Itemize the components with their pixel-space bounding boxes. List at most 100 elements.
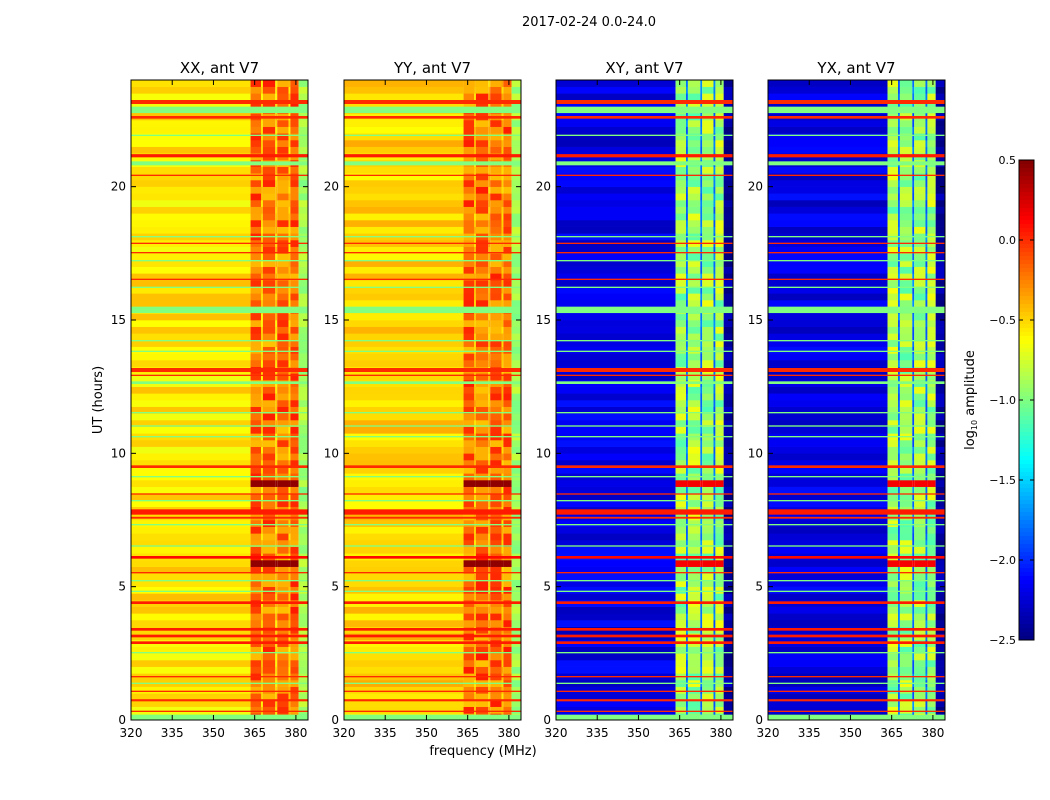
heatmap-cell bbox=[713, 260, 716, 267]
heatmap-cell bbox=[262, 460, 276, 467]
heatmap-cell bbox=[275, 146, 278, 154]
heatmap-cell bbox=[912, 340, 915, 347]
heatmap-cell bbox=[277, 693, 289, 701]
flagged-row bbox=[344, 425, 521, 427]
heatmap-cell bbox=[887, 340, 899, 347]
heatmap-cell bbox=[288, 280, 291, 287]
heatmap-cell bbox=[912, 586, 915, 594]
heatmap-cell bbox=[927, 120, 936, 127]
heatmap-cell bbox=[250, 93, 262, 101]
heatmap-cell bbox=[475, 333, 489, 341]
heatmap-cell bbox=[898, 586, 900, 594]
heatmap-cell bbox=[700, 93, 703, 101]
heatmap-cell bbox=[768, 120, 888, 127]
heatmap-cell bbox=[687, 500, 701, 507]
heatmap-cell bbox=[686, 400, 688, 407]
heatmap-cell bbox=[899, 500, 913, 507]
heatmap-cell bbox=[463, 186, 475, 194]
heatmap-cell bbox=[898, 526, 900, 534]
heatmap-cell bbox=[262, 646, 276, 654]
heatmap-cell bbox=[250, 440, 262, 447]
y-tick-label: 10 bbox=[324, 446, 339, 460]
heatmap-cell bbox=[702, 320, 714, 327]
heatmap-cell bbox=[700, 580, 703, 587]
heatmap-cell bbox=[927, 373, 936, 381]
heatmap-cell bbox=[887, 660, 899, 667]
heatmap-cell bbox=[898, 560, 900, 567]
heatmap-cell bbox=[898, 546, 900, 554]
heatmap-cell bbox=[475, 646, 489, 654]
heatmap-cell bbox=[556, 533, 676, 541]
heatmap-cell bbox=[914, 260, 926, 267]
heatmap-cell bbox=[899, 560, 913, 567]
heatmap-cell bbox=[250, 220, 262, 227]
heatmap-cell bbox=[898, 646, 900, 654]
heatmap-cell bbox=[899, 526, 913, 534]
flagged-row bbox=[131, 116, 308, 119]
heatmap-cell bbox=[288, 526, 291, 534]
colorbar-swatch bbox=[1019, 256, 1034, 261]
heatmap-cell bbox=[275, 140, 278, 147]
heatmap-cell bbox=[675, 420, 687, 427]
heatmap-cell bbox=[556, 193, 676, 201]
heatmap-cell bbox=[914, 413, 926, 421]
heatmap-cell bbox=[914, 360, 926, 367]
heatmap-cell bbox=[277, 533, 289, 541]
colorbar-swatch bbox=[1019, 580, 1034, 585]
heatmap-cell bbox=[715, 133, 724, 141]
heatmap-cell bbox=[887, 313, 899, 321]
heatmap-cell bbox=[700, 500, 703, 507]
heatmap-cell bbox=[131, 420, 251, 427]
colorbar-swatch bbox=[1019, 216, 1034, 221]
heatmap-cell bbox=[488, 320, 491, 327]
heatmap-cell bbox=[927, 133, 936, 141]
colorbar-swatch bbox=[1019, 584, 1034, 589]
flagged-row bbox=[768, 374, 945, 376]
heatmap-cell bbox=[490, 340, 502, 347]
heatmap-cell bbox=[488, 620, 491, 627]
heatmap-cell bbox=[298, 340, 308, 347]
heatmap-cell bbox=[261, 346, 263, 354]
heatmap-cell bbox=[887, 326, 899, 334]
heatmap-cell bbox=[700, 166, 703, 174]
heatmap-cell bbox=[887, 300, 899, 307]
flagged-row bbox=[344, 493, 521, 495]
heatmap-cell bbox=[474, 453, 476, 461]
heatmap-cell bbox=[675, 280, 687, 287]
heatmap-cell bbox=[914, 446, 926, 454]
heatmap-cell bbox=[503, 386, 512, 394]
heatmap-cell bbox=[925, 486, 928, 494]
heatmap-cell bbox=[503, 573, 512, 581]
heatmap-cell bbox=[700, 226, 703, 234]
heatmap-cell bbox=[715, 246, 724, 254]
flagged-row bbox=[768, 340, 945, 342]
heatmap-cell bbox=[899, 140, 913, 147]
heatmap-cell bbox=[277, 420, 289, 427]
heatmap-cell bbox=[288, 453, 291, 461]
heatmap-cell bbox=[275, 706, 278, 714]
heatmap-cell bbox=[687, 320, 701, 327]
heatmap-cell bbox=[290, 400, 299, 407]
heatmap-cell bbox=[277, 246, 289, 254]
heatmap-cell bbox=[914, 333, 926, 341]
heatmap-cell bbox=[912, 466, 915, 474]
colorbar-swatch bbox=[1019, 344, 1034, 349]
heatmap-cell bbox=[715, 93, 724, 101]
heatmap-cell bbox=[488, 646, 491, 654]
heatmap-cell bbox=[275, 520, 278, 527]
heatmap-cell bbox=[475, 466, 489, 474]
colorbar-swatch bbox=[1019, 260, 1034, 265]
heatmap-cell bbox=[490, 253, 502, 261]
heatmap-cell bbox=[702, 533, 714, 541]
heatmap-cell bbox=[474, 466, 476, 474]
heatmap-cell bbox=[131, 413, 251, 421]
heatmap-cell bbox=[275, 440, 278, 447]
heatmap-cell bbox=[702, 266, 714, 274]
flagged-row bbox=[131, 572, 308, 574]
heatmap-cell bbox=[700, 540, 703, 547]
heatmap-cell bbox=[490, 533, 502, 541]
heatmap-cell bbox=[344, 193, 464, 201]
heatmap-cell bbox=[887, 446, 899, 454]
heatmap-cell bbox=[490, 213, 502, 221]
